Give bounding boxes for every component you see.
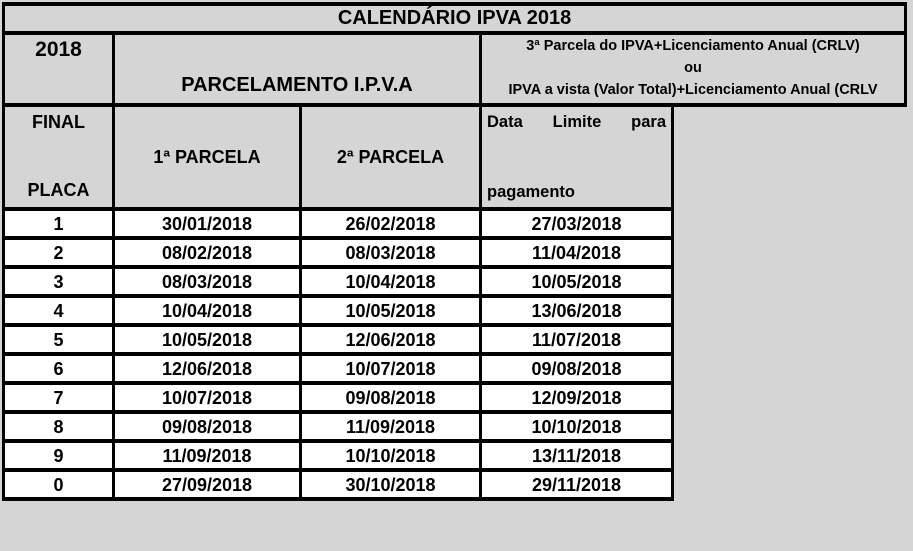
parcela1-cell: 08/03/2018 (112, 265, 302, 298)
header-row-groups: 2018 PARCELAMENTO I.P.V.A 3ª Parcela do … (2, 31, 908, 107)
parcela2-cell: 10/05/2018 (299, 294, 482, 327)
final-placa-lines: FINAL PLACA (7, 109, 111, 205)
placa-cell: 6 (2, 352, 115, 385)
table-row: 9 11/09/2018 10/10/2018 13/11/2018 (2, 439, 906, 472)
table-row: 2 08/02/2018 08/03/2018 11/04/2018 (2, 236, 906, 269)
terceira-parcela-lines: 3ª Parcela do IPVA+Licenciamento Anual (… (484, 37, 903, 101)
parcela2-cell: 10/04/2018 (299, 265, 482, 298)
data-limite-lines: Data Limite para pagamento (484, 109, 670, 205)
table-row: 5 10/05/2018 12/06/2018 11/07/2018 (2, 323, 906, 356)
data-limite-line2: pagamento (487, 182, 576, 201)
parcela1-cell: 10/04/2018 (112, 294, 302, 327)
right-gray-area (673, 441, 906, 470)
placa-cell: 3 (2, 265, 115, 298)
header-row-columns: FINAL PLACA 1ª PARCELA 2ª PARCELA Data L… (2, 103, 906, 211)
right-gray-area (673, 412, 906, 441)
placa-cell: 2 (2, 236, 115, 269)
limite-cell: 27/03/2018 (479, 207, 674, 240)
limite-cell: 09/08/2018 (479, 352, 674, 385)
placa-cell: 5 (2, 323, 115, 356)
terceira-parcela-line1: 3ª Parcela do IPVA+Licenciamento Anual (… (526, 38, 860, 54)
right-gray-area (673, 238, 906, 267)
limite-cell: 29/11/2018 (479, 468, 674, 501)
right-gray-area (673, 354, 906, 383)
limite-cell: 11/07/2018 (479, 323, 674, 356)
right-gray-area (673, 209, 906, 238)
limite-cell: 12/09/2018 (479, 381, 674, 414)
parcela2-cell: 10/10/2018 (299, 439, 482, 472)
table-row: 8 09/08/2018 11/09/2018 10/10/2018 (2, 410, 906, 443)
limite-cell: 13/11/2018 (479, 439, 674, 472)
parcela1-cell: 12/06/2018 (112, 352, 302, 385)
table-row: 4 10/04/2018 10/05/2018 13/06/2018 (2, 294, 906, 327)
limite-cell: 11/04/2018 (479, 236, 674, 269)
limite-cell: 13/06/2018 (479, 294, 674, 327)
right-gray-area (673, 105, 906, 209)
right-gray-area (673, 296, 906, 325)
terceira-parcela-line2: ou (684, 60, 702, 77)
data-limite-line1: Data Limite para (487, 113, 666, 131)
placa-cell: 4 (2, 294, 115, 327)
parcela1-cell: 08/02/2018 (112, 236, 302, 269)
ipva-calendar-table: CALENDÁRIO IPVA 2018 2018 PARCELAMENTO I… (1, 2, 908, 501)
final-placa-line1: FINAL (32, 112, 85, 132)
data-limite-header-cell: Data Limite para pagamento (479, 103, 674, 211)
terceira-parcela-header-cell: 3ª Parcela do IPVA+Licenciamento Anual (… (478, 31, 908, 107)
limite-cell: 10/10/2018 (479, 410, 674, 443)
right-gray-area (673, 470, 906, 499)
parcela1-cell: 30/01/2018 (112, 207, 302, 240)
parcela2-cell: 08/03/2018 (299, 236, 482, 269)
parcela1-cell: 10/05/2018 (112, 323, 302, 356)
parcela2-cell: 10/07/2018 (299, 352, 482, 385)
final-placa-line2: PLACA (27, 180, 90, 200)
right-gray-area (673, 383, 906, 412)
parcela1-cell: 10/07/2018 (112, 381, 302, 414)
right-gray-area (673, 325, 906, 354)
placa-cell: 7 (2, 381, 115, 414)
year-cell: 2018 (2, 31, 115, 107)
parcela2-cell: 12/06/2018 (299, 323, 482, 356)
parcela2-cell: 26/02/2018 (299, 207, 482, 240)
table-row: 1 30/01/2018 26/02/2018 27/03/2018 (2, 207, 906, 240)
placa-cell: 0 (2, 468, 115, 501)
limite-cell: 10/05/2018 (479, 265, 674, 298)
parcela1-cell: 09/08/2018 (112, 410, 302, 443)
placa-cell: 8 (2, 410, 115, 443)
parcela2-cell: 30/10/2018 (299, 468, 482, 501)
parcela2-cell: 09/08/2018 (299, 381, 482, 414)
table-row: 7 10/07/2018 09/08/2018 12/09/2018 (2, 381, 906, 414)
terceira-parcela-line3: IPVA a vista (Valor Total)+Licenciamento… (508, 82, 878, 99)
calendar-rows: 1 30/01/2018 26/02/2018 27/03/2018 2 08/… (2, 207, 906, 501)
parcela1-cell: 11/09/2018 (112, 439, 302, 472)
parcela1-header-cell: 1ª PARCELA (112, 103, 302, 211)
parcela2-header-cell: 2ª PARCELA (299, 103, 482, 211)
right-gray-area (673, 267, 906, 296)
title-row: CALENDÁRIO IPVA 2018 (1, 2, 908, 35)
parcela2-cell: 11/09/2018 (299, 410, 482, 443)
table-row: 3 08/03/2018 10/04/2018 10/05/2018 (2, 265, 906, 298)
parcelamento-header-cell: PARCELAMENTO I.P.V.A (112, 31, 482, 107)
table-row: 6 12/06/2018 10/07/2018 09/08/2018 (2, 352, 906, 385)
final-placa-header-cell: FINAL PLACA (2, 103, 115, 211)
placa-cell: 1 (2, 207, 115, 240)
placa-cell: 9 (2, 439, 115, 472)
parcela1-cell: 27/09/2018 (112, 468, 302, 501)
table-row: 0 27/09/2018 30/10/2018 29/11/2018 (2, 468, 906, 501)
page-title: CALENDÁRIO IPVA 2018 (1, 2, 908, 35)
